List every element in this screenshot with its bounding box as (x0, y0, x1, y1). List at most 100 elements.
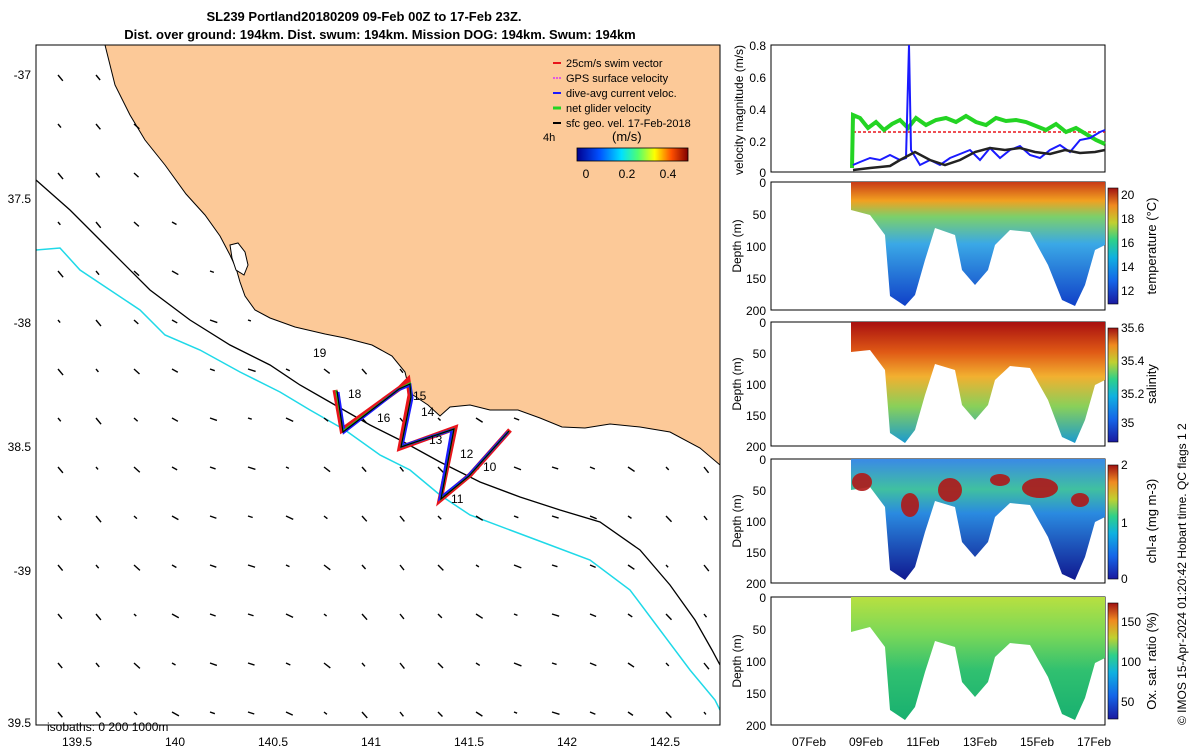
geo-vector-arrow (475, 564, 480, 568)
colorbar-tick-0: 0 (583, 167, 590, 181)
geo-vector-arrow (399, 564, 405, 571)
geo-vector-arrow (323, 613, 328, 617)
geo-vector-arrow (285, 662, 291, 666)
depth-tick: 200 (746, 719, 766, 733)
geo-vector-arrow (57, 613, 63, 620)
geo-vector-arrow (247, 466, 256, 471)
geo-vector-arrow (551, 613, 560, 617)
geo-vector-arrow (475, 515, 484, 521)
colorbar-ticks: 20 18 16 14 12 35.6 35.4 35.2 35 2 1 0 1… (1121, 188, 1145, 709)
geo-vector-arrow (437, 662, 444, 669)
geo-vector-arrow (285, 515, 294, 521)
geo-vector-arrow (247, 613, 254, 617)
section-yaxes: 0 50 100 150 200 0 50 100 150 200 0 50 1… (746, 176, 766, 733)
map-lon-axis: 139.5 140 140.5 141 141.5 142 142.5 (62, 735, 680, 749)
geo-vector-arrow (475, 662, 481, 666)
colorbar-tick-1: 0.2 (619, 167, 636, 181)
geo-vector-arrow (323, 368, 331, 374)
depth-tick: 200 (746, 440, 766, 454)
geo-vector-arrow (171, 368, 179, 373)
geo-vector-arrow (323, 417, 329, 422)
geo-vector-arrow (209, 368, 215, 372)
geo-vector-arrow (133, 564, 141, 571)
geo-vector-arrow (703, 711, 707, 715)
geo-vector-arrow (551, 564, 558, 568)
geo-vector-arrow (95, 123, 101, 130)
geo-vector-arrow (209, 613, 216, 617)
geo-vector-arrow (285, 711, 294, 716)
geo-vector-arrow (171, 662, 176, 666)
geostrophic-vectors (57, 74, 710, 719)
series-geo (852, 146, 1106, 172)
geo-vector-arrow (665, 515, 673, 523)
geo-vector-arrow (551, 662, 557, 666)
depth-tick: 200 (746, 577, 766, 591)
cbar-label-salinity: salinity (1144, 364, 1159, 404)
geo-vector-arrow (589, 466, 596, 470)
salinity-colorbar (1107, 327, 1119, 443)
vel-ytick: 0 (759, 166, 766, 180)
depth-tick: 150 (746, 687, 766, 701)
lon-tick: 140.5 (258, 735, 288, 749)
figure-title-line1: SL239 Portland20180209 09-Feb 00Z to 17-… (206, 9, 521, 24)
geo-vector-arrow (95, 74, 101, 81)
geo-vector-arrow (399, 466, 405, 472)
temperature-section (851, 182, 1105, 306)
depth-label: Depth (m) (730, 634, 744, 687)
colorbar-labels: temperature (°C) salinity chl-a (mg m-3)… (1144, 198, 1159, 710)
figure-title-line2: Dist. over ground: 194km. Dist. swum: 19… (124, 27, 636, 42)
geo-vector-arrow (513, 613, 518, 616)
depth-tick: 0 (759, 453, 766, 467)
geo-vector-arrow (95, 466, 99, 470)
depth-tick: 0 (759, 176, 766, 190)
geo-vector-arrow (285, 466, 290, 469)
geo-vector-arrow (361, 564, 367, 570)
lat-tick: -37 (14, 68, 32, 82)
depth-tick: 100 (746, 240, 766, 254)
geo-vector-arrow (285, 613, 294, 618)
geo-vector-arrow (171, 221, 177, 226)
geo-vector-arrow (133, 221, 140, 227)
geo-vector-arrow (703, 662, 710, 670)
depth-label: Depth (m) (730, 494, 744, 547)
geo-vector-arrow (57, 662, 63, 669)
geo-vector-arrow (247, 564, 256, 568)
lon-tick: 142.5 (650, 735, 680, 749)
geo-vector-arrow (95, 270, 100, 276)
lon-tick: 142 (557, 735, 577, 749)
geo-vector-arrow (57, 319, 61, 324)
geo-vector-arrow (171, 270, 179, 276)
salinity-section (851, 322, 1105, 443)
geo-vector-arrow (133, 417, 139, 422)
geo-vector-arrow (399, 368, 404, 374)
geo-vector-arrow (665, 711, 672, 719)
depth-label: Depth (m) (730, 357, 744, 410)
depth-label: Depth (m) (730, 219, 744, 272)
temperature-panel (770, 181, 1119, 311)
geo-vector-arrow (95, 564, 100, 569)
geo-vector-arrow (57, 270, 64, 278)
geo-vector-arrow (209, 417, 218, 422)
cbar-tick: 35.2 (1121, 387, 1145, 401)
cbar-tick: 14 (1121, 260, 1135, 274)
geo-vector-arrow (133, 172, 140, 178)
geo-vector-arrow (133, 466, 141, 473)
cbar-tick: 100 (1121, 655, 1141, 669)
oxygen-colorbar (1107, 602, 1119, 720)
geo-vector-arrow (513, 515, 519, 519)
day-label-12: 12 (460, 447, 474, 461)
cbar-tick: 0 (1121, 572, 1128, 586)
geo-vector-arrow (627, 564, 635, 570)
geo-vector-arrow (475, 613, 484, 619)
geo-vector-arrow (57, 417, 62, 422)
geo-vector-arrow (209, 515, 217, 519)
geo-vector-arrow (209, 564, 217, 568)
lat-tick: 39.5 (8, 716, 32, 730)
velocity-panel: 0.8 0.6 0.4 0.2 0 velocity magnitude (m/… (732, 39, 1106, 180)
cbar-tick: 12 (1121, 284, 1135, 298)
geo-vector-arrow (95, 368, 99, 373)
cbar-label-temperature: temperature (°C) (1144, 198, 1159, 295)
geo-vector-arrow (171, 711, 180, 717)
geo-vector-arrow (57, 221, 61, 226)
